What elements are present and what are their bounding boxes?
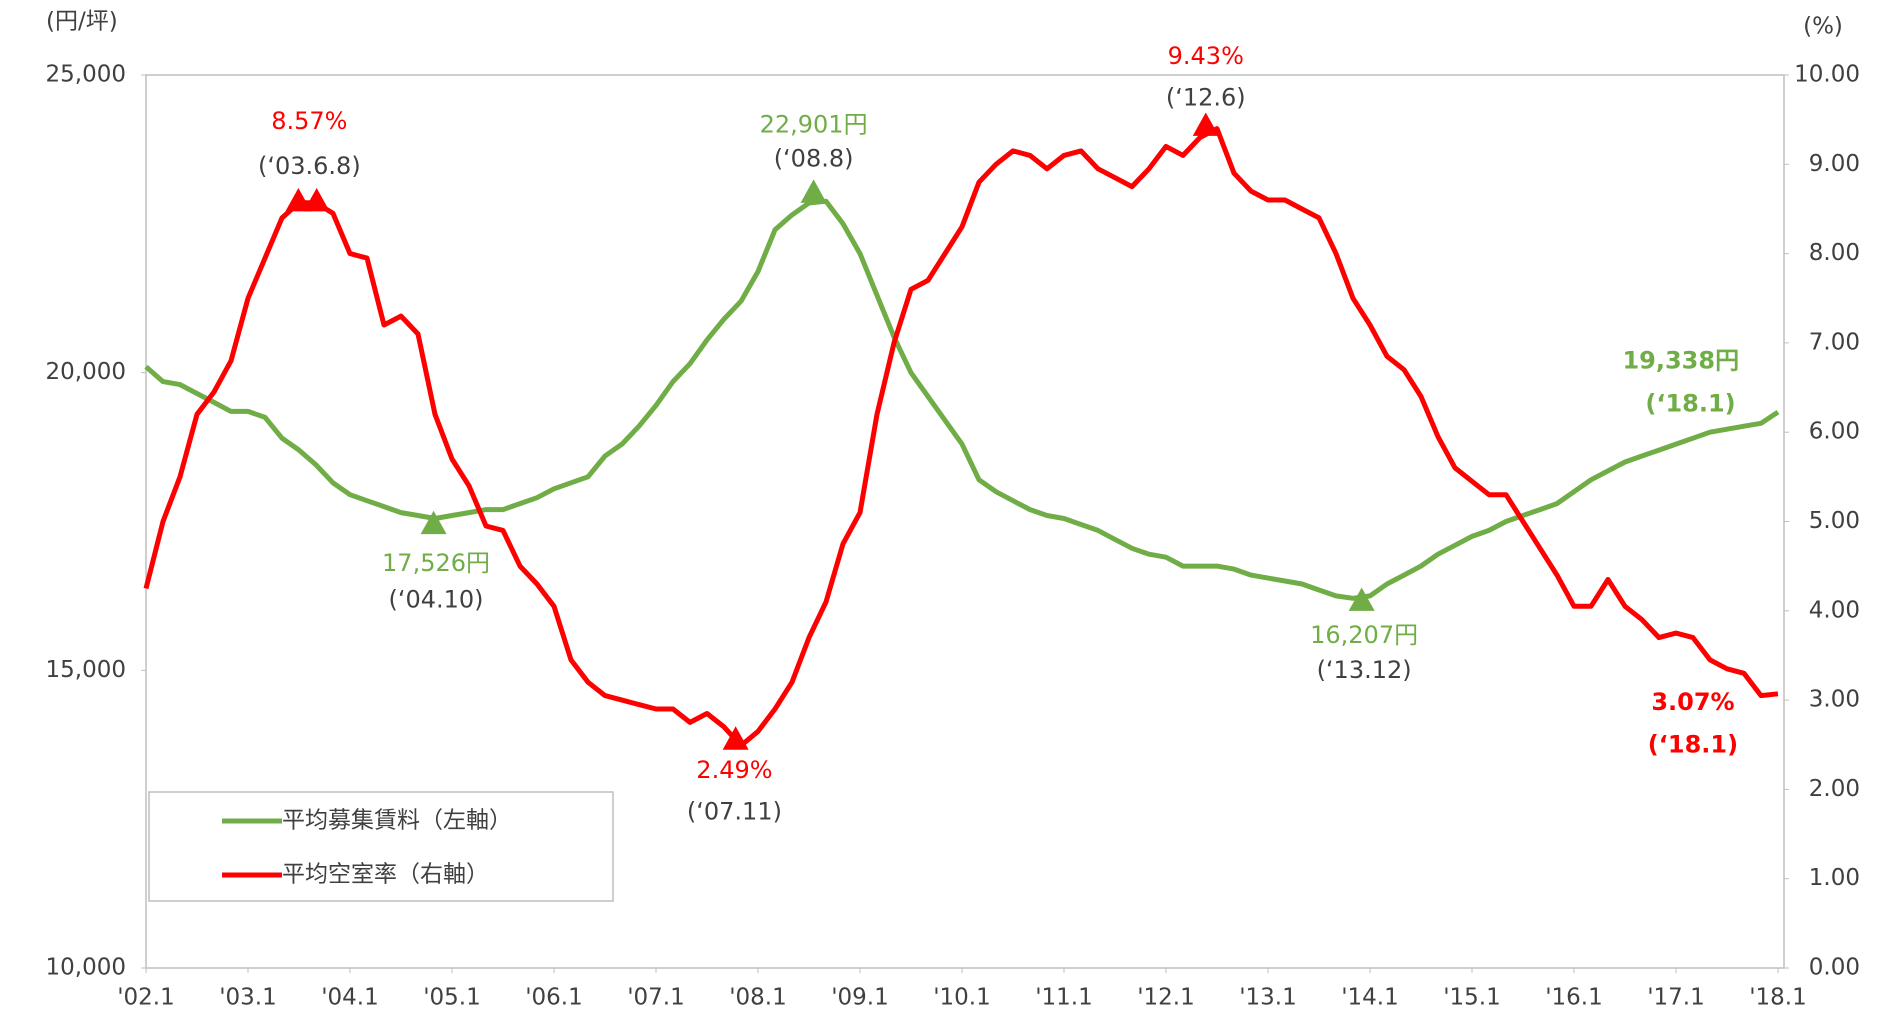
x-tick-label: '02.1: [117, 985, 175, 1011]
extreme-marker: [800, 179, 827, 203]
annotation: 17,526円: [382, 549, 490, 577]
annotation: (‘18.1): [1645, 389, 1735, 417]
x-tick-label: '05.1: [423, 985, 481, 1011]
y2-axis-label: (%): [1803, 14, 1843, 40]
x-tick-label: '06.1: [525, 985, 583, 1011]
annotation: 9.43%: [1168, 42, 1244, 70]
x-tick-label: '09.1: [831, 985, 889, 1011]
legend-label: 平均募集賃料（左軸）: [282, 808, 512, 834]
annotation: 8.57%: [271, 107, 347, 135]
y-tick-label: 15,000: [46, 657, 126, 683]
y2-tick-label: 6.00: [1809, 419, 1860, 445]
annotation: (‘13.12): [1317, 656, 1412, 684]
x-tick-label: '16.1: [1545, 985, 1603, 1011]
extreme-marker: [303, 187, 330, 212]
y2-tick-label: 4.00: [1809, 597, 1860, 623]
y2-tick-label: 0.00: [1809, 955, 1860, 981]
legend-label: 平均空室率（右軸）: [282, 862, 489, 888]
y-tick-label: 20,000: [46, 359, 126, 385]
x-tick-label: '12.1: [1137, 985, 1195, 1011]
annotation: (‘18.1): [1648, 730, 1738, 758]
y2-tick-label: 1.00: [1809, 865, 1860, 891]
y-tick-label: 25,000: [46, 62, 126, 88]
annotation: (‘12.6): [1166, 84, 1246, 112]
legend-box: [148, 791, 614, 902]
extreme-marker: [1348, 587, 1375, 611]
y2-tick-label: 8.00: [1809, 240, 1860, 266]
y-axis-label: (円/坪): [46, 9, 118, 35]
x-tick-label: '11.1: [1035, 985, 1093, 1011]
x-tick-label: '10.1: [933, 985, 991, 1011]
annotation: 3.07%: [1651, 688, 1734, 716]
annotation: (‘04.10): [388, 585, 483, 613]
y2-tick-label: 9.00: [1809, 151, 1860, 177]
annotation: 2.49%: [696, 756, 772, 784]
extreme-marker: [420, 510, 447, 535]
x-tick-label: '14.1: [1341, 985, 1399, 1011]
annotation: 19,338円: [1622, 347, 1739, 375]
x-tick-label: '15.1: [1443, 985, 1501, 1011]
extreme-marker: [1192, 112, 1219, 136]
x-tick-label: '18.1: [1749, 985, 1807, 1011]
annotation: 22,901円: [760, 110, 868, 138]
annotation: 16,207円: [1310, 621, 1418, 649]
extreme-marker: [285, 187, 312, 212]
x-tick-label: '08.1: [729, 985, 787, 1011]
x-tick-label: '04.1: [321, 985, 379, 1011]
annotation: (‘03.6.8): [258, 152, 361, 180]
x-tick-label: '07.1: [627, 985, 685, 1011]
y2-tick-label: 10.00: [1794, 62, 1860, 88]
extreme-marker: [722, 726, 749, 750]
y2-tick-label: 3.00: [1809, 687, 1860, 713]
annotation: (‘07.11): [687, 797, 782, 825]
y2-tick-label: 7.00: [1809, 329, 1860, 355]
x-tick-label: '17.1: [1647, 985, 1705, 1011]
y2-tick-label: 5.00: [1809, 508, 1860, 534]
y-tick-label: 10,000: [46, 955, 126, 981]
annotation: (‘08.8): [774, 145, 854, 173]
x-tick-label: '03.1: [219, 985, 277, 1011]
series-line: [144, 198, 1780, 601]
y2-tick-label: 2.00: [1809, 776, 1860, 802]
x-tick-label: '13.1: [1239, 985, 1297, 1011]
series-line: [143, 126, 1779, 749]
